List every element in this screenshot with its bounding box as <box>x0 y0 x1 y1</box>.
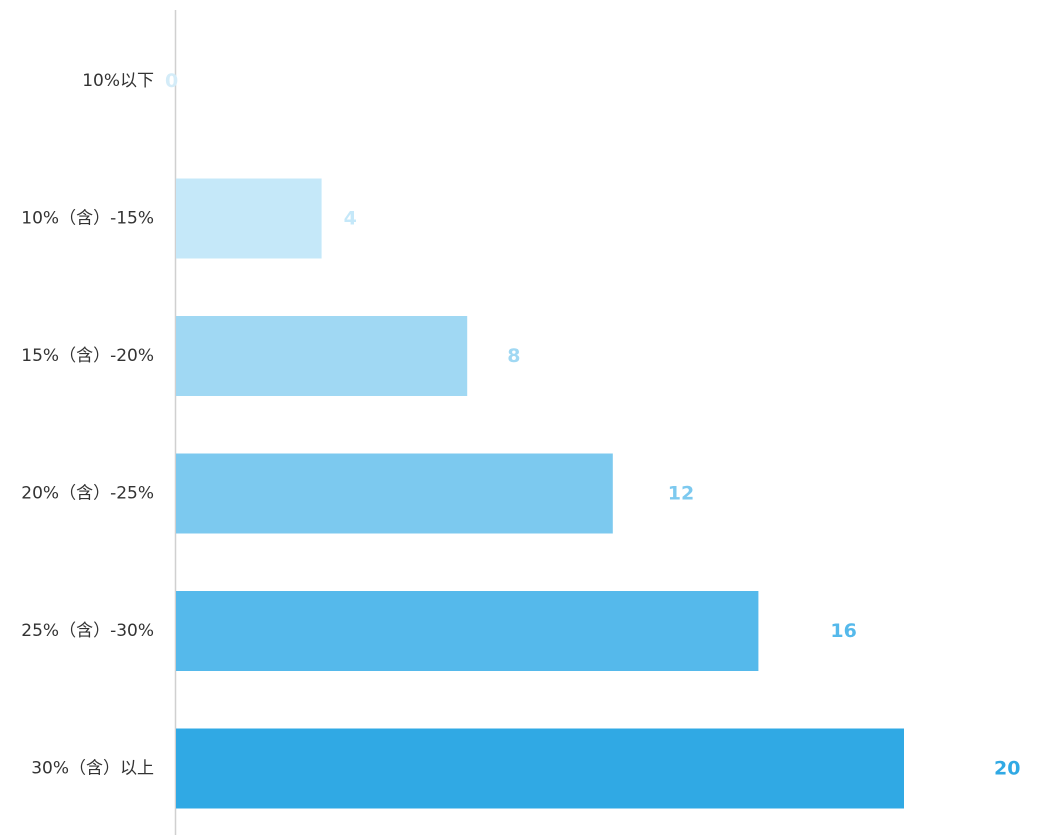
value-label: 4 <box>344 208 357 230</box>
bar <box>176 178 322 259</box>
value-label: 12 <box>668 483 694 505</box>
category-label: 30%（含）以上 <box>31 759 154 779</box>
value-label: 16 <box>830 620 856 642</box>
category-label: 25%（含）-30% <box>21 621 154 641</box>
category-label: 10%以下 <box>82 71 154 91</box>
value-label: 20 <box>994 758 1020 780</box>
value-label: 0 <box>165 70 178 92</box>
bar <box>176 316 468 396</box>
value-label: 8 <box>507 345 520 367</box>
bar <box>176 453 613 534</box>
category-label: 20%（含）-25% <box>21 484 154 504</box>
bars-group: 10%以下 0 10%（含）-15% 4 15%（含）-20% 8 20%（含）-25% 12… <box>21 70 1020 809</box>
category-label: 15%（含）-20% <box>21 346 154 366</box>
bar <box>176 591 759 671</box>
category-label: 10%（含）-15% <box>21 209 154 229</box>
bar <box>176 728 904 809</box>
